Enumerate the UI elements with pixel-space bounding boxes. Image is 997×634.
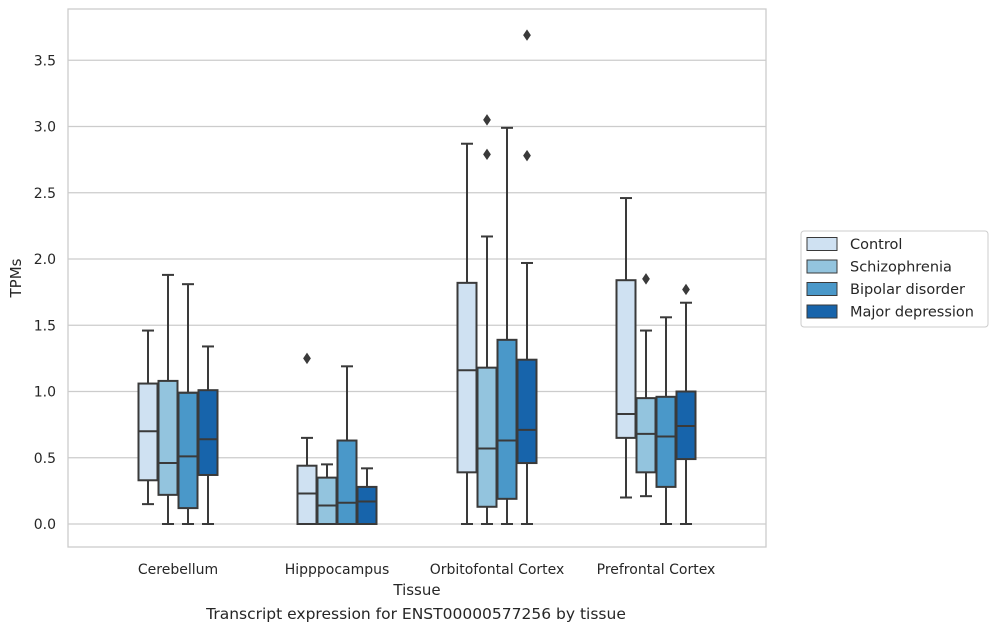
box-3-1 [635, 273, 657, 498]
y-tick-label: 2.0 [34, 252, 56, 268]
x-tick-label: Cerebellum [138, 562, 218, 578]
box-iqr [476, 366, 498, 508]
box-iqr [655, 395, 677, 488]
legend-label: Schizophrenia [850, 260, 952, 276]
box-iqr [157, 379, 179, 496]
box-iqr [635, 397, 657, 474]
box-0-2 [177, 283, 199, 525]
y-tick-label: 0.0 [34, 517, 56, 533]
y-axis-label: TPMs [7, 258, 25, 298]
x-tick-label: Prefrontal Cortex [597, 562, 716, 578]
legend-swatch [806, 259, 838, 274]
box-0-1 [157, 273, 179, 525]
box-iqr [516, 358, 538, 465]
legend-label: Bipolar disorder [850, 282, 965, 298]
box-iqr [496, 338, 518, 500]
box-2-1 [476, 114, 498, 525]
box-1-0 [296, 352, 318, 526]
box-1-1 [316, 463, 338, 525]
outlier-point [523, 149, 531, 162]
outlier-point [682, 283, 690, 296]
box-1-3 [356, 467, 378, 525]
box-iqr [356, 485, 378, 525]
box-0-0 [137, 329, 159, 506]
y-tick-label: 1.0 [34, 385, 56, 401]
outlier-point [523, 29, 531, 41]
x-tick-label: Orbitofontal Cortex [430, 562, 565, 578]
legend-swatch [806, 304, 838, 319]
outlier-point [483, 114, 491, 126]
legend: Control Schizophrenia Bipolar disorder Majo… [800, 230, 989, 328]
box-iqr [177, 391, 199, 510]
box-iqr [456, 281, 478, 474]
box-2-3 [516, 29, 538, 525]
boxes [137, 29, 697, 526]
y-tick-label: 3.5 [34, 53, 56, 69]
box-iqr [615, 279, 637, 439]
y-tick-labels: 0.0 0.5 1.0 1.5 2.0 2.5 3.0 3.5 [34, 53, 56, 533]
outlier-point [483, 148, 491, 161]
y-tick-label: 0.5 [34, 451, 56, 467]
x-tick-labels: Cerebellum Hipppocampus Orbitofontal Corte… [138, 562, 715, 578]
legend-swatch [806, 237, 838, 251]
box-iqr [197, 389, 219, 476]
box-iqr [296, 464, 318, 526]
figure-caption: Transcript expression for ENST0000057725… [206, 605, 626, 623]
legend-label: Major depression [850, 305, 974, 321]
box-iqr [316, 476, 338, 525]
box-iqr [336, 439, 358, 525]
box-1-2 [336, 365, 358, 525]
x-axis-label: Tissue [392, 581, 440, 599]
box-3-3 [675, 283, 697, 525]
y-tick-label: 1.5 [34, 318, 56, 334]
x-tick-label: Hipppocampus [285, 562, 390, 578]
box-0-3 [197, 345, 219, 525]
y-tick-label: 3.0 [34, 120, 56, 136]
legend-label: Control [850, 237, 902, 253]
outlier-point [303, 352, 311, 365]
box-3-2 [655, 316, 677, 525]
legend-frame [800, 230, 989, 328]
y-tick-label: 2.5 [34, 186, 56, 202]
legend-swatch [806, 282, 838, 296]
outlier-point [642, 273, 650, 285]
box-3-0 [615, 197, 637, 499]
